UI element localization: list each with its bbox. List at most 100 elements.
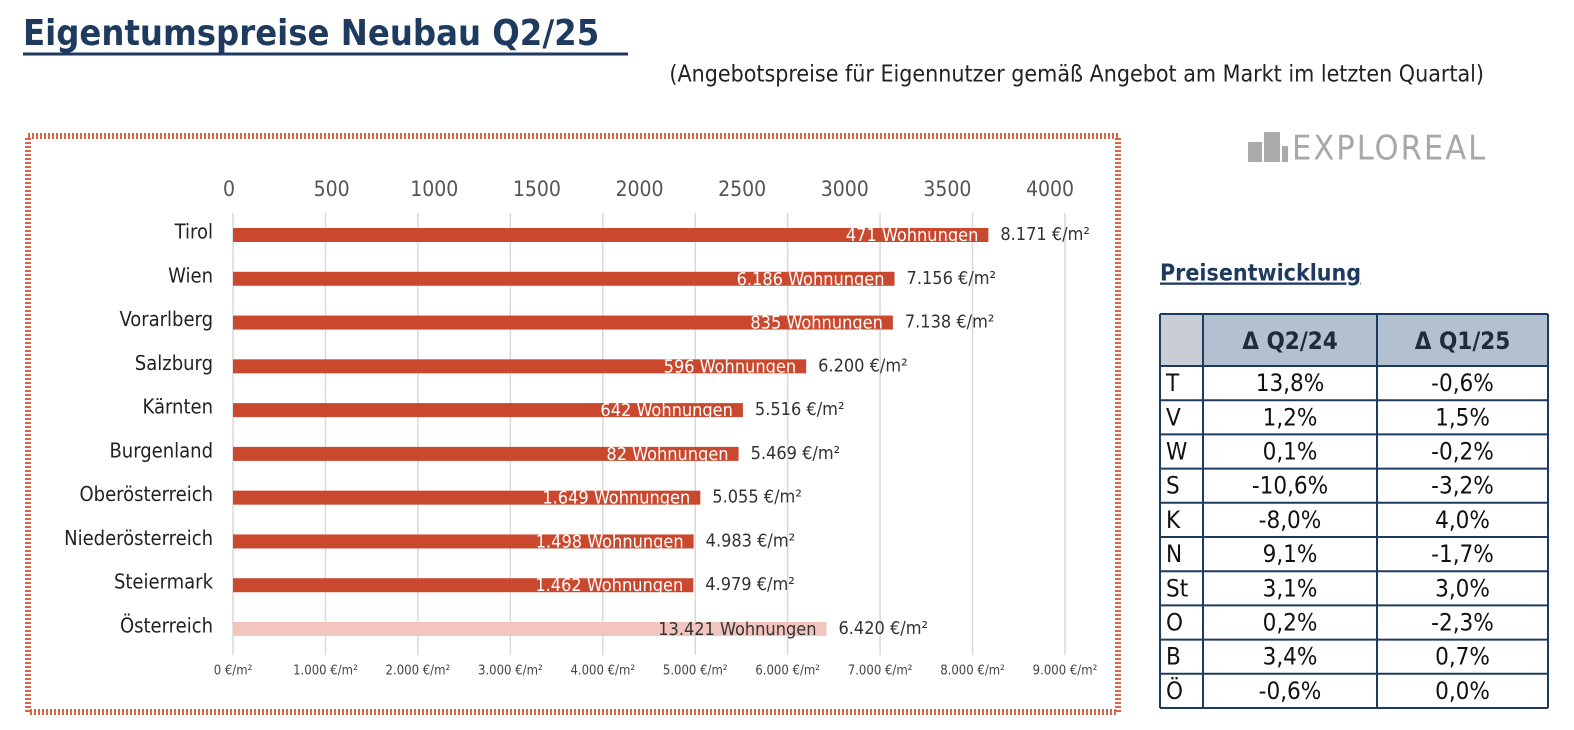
- x-tick-label: 5.000 €/m²: [663, 664, 728, 679]
- value-label: 5.516 €/m²: [755, 399, 845, 420]
- table-cell: 0,7%: [1435, 643, 1490, 671]
- count-label: 1.498 Wohnungen: [536, 531, 684, 552]
- table-cell: 9,1%: [1263, 540, 1318, 568]
- bar: [233, 446, 739, 461]
- category-label: Vorarlberg: [119, 307, 213, 331]
- table-cell: 13,8%: [1256, 369, 1325, 397]
- table-header: Δ Q2/24: [1242, 327, 1338, 355]
- count-label: 6.186 Wohnungen: [737, 269, 885, 290]
- x-tick-label: 7.000 €/m²: [848, 664, 913, 679]
- table-cell: -2,3%: [1431, 609, 1494, 637]
- table-cell: -0,6%: [1259, 677, 1322, 705]
- x2-tick-label: 4000: [1026, 177, 1074, 201]
- table-cell: 4,0%: [1435, 506, 1490, 534]
- table-cell: W: [1166, 438, 1187, 466]
- table-cell: T: [1165, 369, 1180, 397]
- table-cell: S: [1166, 472, 1180, 500]
- logo: EXPLOREAL: [1292, 129, 1487, 169]
- x2-tick-label: 2500: [718, 177, 766, 201]
- table-cell: 0,2%: [1263, 609, 1318, 637]
- table-title: Preisentwicklung: [1160, 261, 1361, 287]
- value-label: 6.420 €/m²: [838, 618, 928, 639]
- x-tick-label: 6.000 €/m²: [755, 664, 820, 679]
- x-tick-label: 3.000 €/m²: [478, 664, 543, 679]
- x-tick-label: 2.000 €/m²: [386, 664, 451, 679]
- value-label: 7.156 €/m²: [907, 268, 997, 289]
- table-cell: -0,2%: [1431, 438, 1494, 466]
- chart-frame: [25, 133, 1121, 715]
- table-cell: K: [1166, 506, 1181, 534]
- x-tick-label: 1.000 €/m²: [293, 664, 358, 679]
- x2-tick-label: 1500: [513, 177, 561, 201]
- x2-tick-label: 0: [223, 177, 235, 201]
- value-label: 4.983 €/m²: [706, 530, 796, 551]
- category-label: Steiermark: [114, 570, 214, 594]
- table-cell: 0,1%: [1263, 438, 1318, 466]
- table-cell: 3,4%: [1263, 643, 1318, 671]
- count-label: 1.649 Wohnungen: [542, 488, 690, 509]
- count-label: 835 Wohnungen: [750, 313, 883, 334]
- category-label: Wien: [168, 263, 213, 287]
- category-label: Salzburg: [135, 351, 213, 375]
- bar: [233, 578, 694, 593]
- x-tick-label: 0 €/m²: [214, 664, 253, 679]
- x-tick-label: 8.000 €/m²: [940, 664, 1005, 679]
- logo-icon: [1248, 132, 1288, 162]
- table-cell: -8,0%: [1259, 506, 1322, 534]
- count-label: 471 Wohnungen: [846, 225, 979, 246]
- count-label: 82 Wohnungen: [606, 444, 728, 465]
- bar: [233, 490, 701, 505]
- bar: [233, 271, 895, 286]
- table-cell: Ö: [1166, 676, 1183, 705]
- table-cell: 1,5%: [1435, 403, 1490, 431]
- count-label: 13.421 Wohnungen: [658, 619, 816, 640]
- count-label: 1.462 Wohnungen: [535, 575, 683, 596]
- bar: [233, 403, 743, 418]
- x-tick-label: 4.000 €/m²: [570, 664, 635, 679]
- table-cell: N: [1166, 540, 1182, 568]
- table-cell: O: [1166, 609, 1183, 637]
- table-header-corner: [1160, 314, 1203, 366]
- value-label: 5.055 €/m²: [712, 487, 802, 508]
- count-label: 642 Wohnungen: [600, 400, 733, 421]
- value-label: 5.469 €/m²: [751, 443, 841, 464]
- table-cell: V: [1166, 403, 1181, 431]
- value-label: 4.979 €/m²: [705, 574, 795, 595]
- title: Eigentumspreise Neubau Q2/25: [23, 13, 599, 54]
- subtitle: (Angebotspreise für Eigennutzer gemäß An…: [669, 62, 1484, 88]
- x-tick-label: 9.000 €/m²: [1033, 664, 1098, 679]
- x2-tick-label: 3000: [821, 177, 869, 201]
- category-label: Tirol: [174, 220, 213, 244]
- table-header: Δ Q1/25: [1415, 327, 1511, 355]
- value-label: 8.171 €/m²: [1000, 224, 1090, 245]
- table-cell: 3,1%: [1263, 574, 1318, 602]
- bar: [233, 622, 827, 636]
- bar: [233, 315, 893, 330]
- bar: [233, 359, 807, 374]
- value-label: 6.200 €/m²: [818, 355, 908, 376]
- x2-tick-label: 3500: [923, 177, 971, 201]
- table-cell: B: [1166, 643, 1181, 671]
- table-cell: 0,0%: [1435, 677, 1490, 705]
- value-label: 7.138 €/m²: [905, 312, 995, 333]
- category-label: Niederösterreich: [64, 526, 213, 550]
- category-label: Österreich: [120, 614, 213, 638]
- table-cell: -3,2%: [1431, 472, 1494, 500]
- category-label: Oberösterreich: [80, 482, 214, 506]
- table-cell: 3,0%: [1435, 574, 1490, 602]
- category-label: Burgenland: [109, 438, 213, 462]
- table-cell: St: [1166, 574, 1188, 602]
- table-cell: -1,7%: [1431, 540, 1494, 568]
- bar: [233, 534, 694, 549]
- x2-tick-label: 1000: [410, 177, 458, 201]
- count-label: 596 Wohnungen: [664, 356, 797, 377]
- bar: [233, 228, 989, 242]
- table-header-bg: [1203, 314, 1548, 366]
- x2-tick-label: 500: [314, 177, 350, 201]
- x2-tick-label: 2000: [615, 177, 663, 201]
- table-cell: -0,6%: [1431, 369, 1494, 397]
- table-cell: 1,2%: [1263, 403, 1318, 431]
- category-label: Kärnten: [143, 395, 213, 419]
- table-cell: -10,6%: [1252, 472, 1328, 500]
